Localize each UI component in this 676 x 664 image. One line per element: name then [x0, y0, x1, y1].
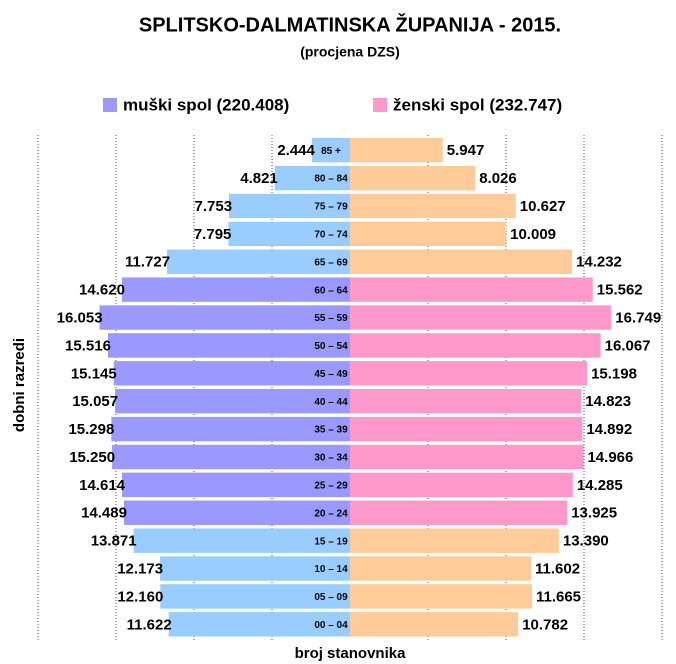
- legend-label: muški spol (220.408): [123, 95, 289, 114]
- value-label: 13.390: [563, 533, 609, 550]
- bar: [350, 333, 601, 358]
- bar: [133, 528, 350, 553]
- bar: [350, 584, 532, 609]
- category-label: 70 – 74: [314, 230, 348, 241]
- bar: [350, 249, 573, 274]
- bar: [350, 612, 519, 637]
- category-label: 80 – 84: [314, 174, 348, 185]
- y-axis-label: dobni razredi: [11, 338, 28, 432]
- value-label: 11.665: [536, 588, 581, 605]
- category-label: 05 – 09: [314, 592, 348, 603]
- bar: [350, 277, 593, 302]
- value-label: 14.620: [79, 282, 125, 299]
- value-label: 14.966: [587, 449, 633, 466]
- bar: [350, 500, 568, 525]
- value-label: 12.160: [117, 588, 163, 605]
- value-label: 15.057: [72, 393, 118, 410]
- bar: [167, 249, 350, 274]
- chart-title: SPLITSKO-DALMATINSKA ŽUPANIJA - 2015.: [139, 12, 561, 36]
- value-label: 15.298: [68, 421, 114, 438]
- category-label: 35 – 39: [314, 425, 348, 436]
- bar: [274, 165, 350, 191]
- value-label: 14.489: [81, 505, 127, 522]
- category-label: 85 +: [321, 146, 341, 157]
- value-label: 14.823: [585, 393, 631, 410]
- value-label: 11.727: [125, 254, 170, 271]
- chart-subtitle: (procjena DZS): [300, 44, 400, 60]
- bar: [350, 193, 516, 219]
- legend-swatch: [103, 98, 117, 112]
- category-label: 25 – 29: [314, 481, 348, 492]
- bar: [107, 333, 350, 358]
- value-label: 14.614: [79, 477, 126, 494]
- x-axis-label: broj stanovnika: [295, 645, 407, 662]
- value-label: 13.925: [571, 505, 617, 522]
- bar: [350, 444, 584, 470]
- value-label: 5.947: [447, 142, 485, 159]
- bar: [350, 138, 443, 163]
- bar: [350, 361, 588, 386]
- value-label: 16.067: [605, 337, 651, 354]
- bar: [123, 500, 350, 525]
- value-label: 10.782: [522, 616, 568, 633]
- bar: [228, 221, 350, 247]
- value-label: 12.173: [117, 560, 163, 577]
- bar: [113, 361, 350, 386]
- value-label: 4.821: [240, 170, 278, 187]
- bar: [350, 528, 559, 553]
- bar: [168, 612, 350, 637]
- category-label: 45 – 49: [314, 369, 348, 380]
- bar: [350, 305, 612, 330]
- category-label: 50 – 54: [314, 341, 348, 352]
- value-label: 16.749: [615, 309, 661, 326]
- legend-swatch: [373, 98, 387, 112]
- value-label: 13.871: [91, 533, 137, 550]
- category-label: 75 – 79: [314, 202, 348, 213]
- value-label: 7.753: [195, 198, 233, 215]
- category-label: 60 – 64: [314, 285, 348, 296]
- bar: [350, 165, 476, 191]
- bar: [350, 389, 582, 414]
- value-label: 7.795: [194, 226, 232, 243]
- bar: [99, 305, 350, 330]
- value-label: 15.562: [597, 282, 643, 299]
- category-label: 20 – 24: [314, 508, 348, 519]
- value-label: 14.892: [586, 421, 632, 438]
- bar: [112, 444, 350, 470]
- value-label: 14.232: [576, 254, 622, 271]
- value-label: 8.026: [479, 170, 517, 187]
- legend-label: ženski spol (232.747): [393, 95, 562, 114]
- bar: [350, 416, 583, 442]
- value-label: 11.602: [535, 560, 580, 577]
- category-label: 65 – 69: [314, 257, 348, 268]
- bar: [121, 277, 350, 302]
- bar: [311, 138, 350, 163]
- bar: [160, 556, 350, 581]
- bar: [115, 389, 350, 414]
- value-label: 11.622: [127, 616, 172, 633]
- bar: [350, 472, 573, 498]
- value-label: 2.444: [277, 142, 315, 159]
- category-label: 10 – 14: [314, 564, 348, 575]
- category-label: 00 – 04: [314, 620, 348, 631]
- bar: [229, 193, 350, 219]
- value-label: 15.198: [591, 365, 637, 382]
- category-label: 15 – 19: [314, 536, 348, 547]
- value-label: 14.285: [577, 477, 623, 494]
- value-label: 10.627: [520, 198, 566, 215]
- bar: [350, 556, 531, 581]
- category-label: 55 – 59: [314, 313, 348, 324]
- value-label: 15.145: [71, 365, 117, 382]
- bar: [111, 416, 350, 442]
- category-label: 40 – 44: [314, 397, 348, 408]
- category-label: 30 – 34: [314, 453, 348, 464]
- bar: [122, 472, 350, 498]
- bar: [160, 584, 350, 609]
- value-label: 16.053: [57, 309, 103, 326]
- value-label: 10.009: [510, 226, 556, 243]
- bar: [350, 221, 507, 247]
- value-label: 15.516: [65, 337, 111, 354]
- value-label: 15.250: [69, 449, 115, 466]
